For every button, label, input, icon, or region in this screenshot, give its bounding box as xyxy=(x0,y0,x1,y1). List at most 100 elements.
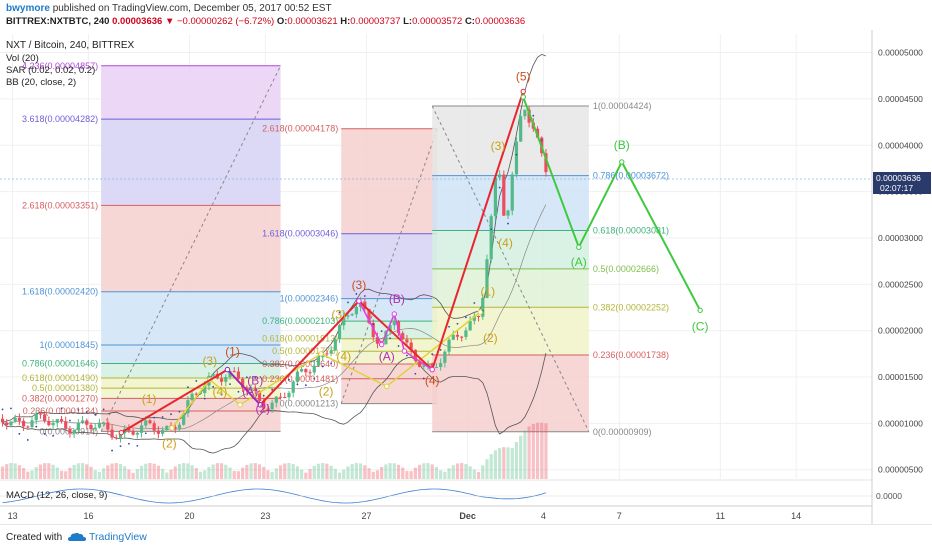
candle-body xyxy=(375,337,380,344)
sar-dot xyxy=(507,222,509,225)
wave-label: (2) xyxy=(162,436,177,450)
wave-node[interactable] xyxy=(477,309,483,315)
candle-body xyxy=(417,360,422,367)
time-tick-label: 23 xyxy=(260,511,270,521)
time-tick-label: 7 xyxy=(617,511,622,521)
volume-bar xyxy=(476,471,481,479)
fib-band xyxy=(432,268,589,308)
wave-label: (1) xyxy=(225,345,240,359)
wave-node[interactable] xyxy=(401,348,408,354)
fib-level-label: 0.382(0.00002252) xyxy=(593,302,669,312)
volume-bar xyxy=(43,463,47,479)
sar-dot xyxy=(490,228,493,231)
volume-bar xyxy=(245,464,249,479)
wave-node[interactable] xyxy=(576,244,582,250)
wave-node[interactable] xyxy=(169,425,175,431)
fib-band xyxy=(101,291,281,346)
created-with-text: Created with xyxy=(6,532,63,543)
candle-body xyxy=(439,362,443,368)
wave-node[interactable] xyxy=(391,311,397,317)
wave-label: (3) xyxy=(331,308,346,322)
volume-bar xyxy=(291,464,295,479)
sar-dot xyxy=(439,348,442,351)
wave-node[interactable] xyxy=(384,383,390,389)
volume-bar xyxy=(123,466,127,479)
wave-labels: (1)(2)(3)(4)(1)(B)(A)(2)(2)(3)(3)(4)(B)(… xyxy=(142,69,709,450)
candle-body xyxy=(135,432,139,435)
wave-node[interactable] xyxy=(318,351,324,357)
ohlc-line: BITTREX:NXTBTC, 240 0.00003636 ▼ −0.0000… xyxy=(6,16,525,27)
sar-dot xyxy=(347,301,349,304)
candle-body xyxy=(194,393,198,395)
volume-bar xyxy=(308,468,312,479)
volume-bar xyxy=(523,430,527,479)
publish-line: bwymore published on TradingView.com, De… xyxy=(6,3,332,14)
bb-upper-line xyxy=(2,53,547,423)
sar-dot xyxy=(296,383,299,386)
wave-node[interactable] xyxy=(429,366,435,373)
wave-node[interactable] xyxy=(619,159,625,165)
volume-bar xyxy=(274,468,278,479)
volume-bar xyxy=(114,463,118,479)
sar-dot xyxy=(456,322,459,325)
candle-body xyxy=(76,422,80,431)
wave-node[interactable] xyxy=(356,298,362,304)
candle-body xyxy=(316,357,321,366)
wave-node[interactable] xyxy=(520,94,526,100)
candle-body xyxy=(493,177,497,217)
wave-label: (A) xyxy=(242,385,258,399)
sar-dot xyxy=(161,416,164,418)
sar-dot xyxy=(465,316,467,319)
candle-body xyxy=(460,336,464,338)
published-text: published on TradingView.com, December 0… xyxy=(52,3,332,14)
wave-path-purple[interactable] xyxy=(226,369,261,406)
volume-bar xyxy=(34,467,38,479)
candle-body xyxy=(329,350,333,354)
sar-dot xyxy=(102,408,105,411)
sar-dot xyxy=(330,362,333,365)
fib-band xyxy=(101,65,281,120)
tradingview-logo[interactable]: TradingView xyxy=(68,531,147,543)
wave-label: (5) xyxy=(516,69,531,83)
sar-dot xyxy=(313,377,316,380)
wave-node[interactable] xyxy=(237,402,243,408)
wave-node[interactable] xyxy=(378,341,385,348)
fib-band xyxy=(432,175,589,231)
candle-body xyxy=(106,422,110,430)
wave-node[interactable] xyxy=(520,88,526,95)
wave-path-green[interactable] xyxy=(522,96,701,311)
candle-body xyxy=(241,378,245,388)
candle-body xyxy=(295,371,300,382)
wave-path-yellow[interactable] xyxy=(171,311,481,429)
fibonacci-tools[interactable]: 4.236(0.00004857) 3.618(0.00004282) 2.618(… xyxy=(22,61,669,437)
volume-bar xyxy=(514,441,519,479)
candle-body xyxy=(102,422,106,424)
wave-node[interactable] xyxy=(697,307,703,313)
volume-bar xyxy=(236,471,241,479)
price-tick-label: 0.00001500 xyxy=(878,372,923,382)
elliott-wave-lines[interactable] xyxy=(118,88,703,436)
candle-body xyxy=(97,422,102,428)
candle-body xyxy=(38,413,43,415)
fib-level-label: 0.618(0.00003081) xyxy=(593,225,669,235)
candle-body xyxy=(422,365,426,367)
candles xyxy=(0,106,548,443)
price-tick-label: 0.00005000 xyxy=(878,48,923,58)
wave-node[interactable] xyxy=(224,366,231,373)
fib-level-label: 0.5(0.00001380) xyxy=(32,383,98,393)
price-chart[interactable]: 4.236(0.00004857) 3.618(0.00004282) 2.618(… xyxy=(0,30,932,524)
candle-body xyxy=(64,421,68,429)
wave-label: (C) xyxy=(692,320,709,334)
author-link[interactable]: bwymore xyxy=(6,3,50,14)
volume-bar xyxy=(325,463,329,479)
sar-dot xyxy=(52,434,54,437)
wave-node[interactable] xyxy=(118,429,125,436)
candle-body xyxy=(464,330,468,337)
volume-bar xyxy=(481,465,485,479)
wave-node[interactable] xyxy=(257,402,264,408)
sar-dot xyxy=(128,442,130,445)
fib-band xyxy=(432,354,589,432)
wave-path-red[interactable] xyxy=(120,91,525,434)
sar-dot xyxy=(321,365,324,368)
candle-body xyxy=(211,373,215,376)
